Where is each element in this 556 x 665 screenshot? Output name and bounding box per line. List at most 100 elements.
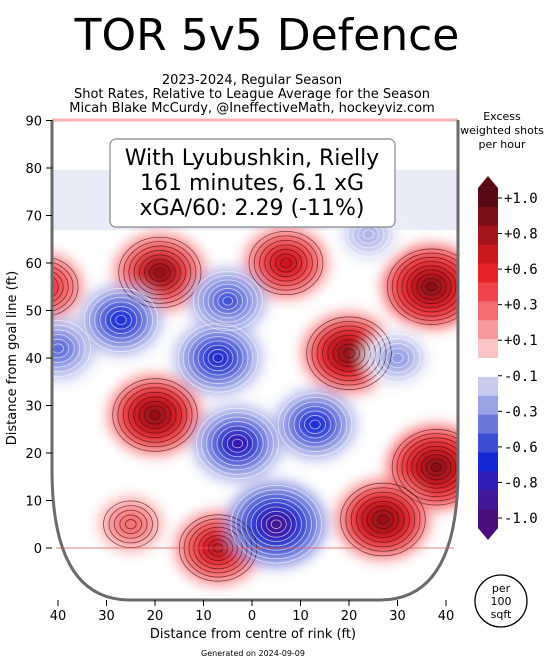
contour-ring [371, 510, 394, 529]
contour-ring [306, 316, 392, 390]
contour-ring [298, 410, 332, 439]
contour-ring [83, 287, 159, 353]
contour-ring [226, 434, 249, 453]
contour-ring [212, 287, 243, 315]
contour-ring [366, 505, 400, 534]
y-tick-label: 20 [25, 447, 42, 462]
contour-ring [421, 277, 442, 296]
contour-ring [274, 253, 297, 273]
contour-ring [52, 329, 81, 368]
contour-ring [304, 415, 327, 434]
contour-ring [416, 450, 457, 485]
contour-ring [380, 343, 415, 373]
contour-ring [197, 340, 239, 376]
contour-ring [149, 410, 161, 420]
contour-ring [195, 407, 280, 480]
colorbar-swatch [478, 471, 498, 491]
contour-ring [138, 400, 172, 430]
x-tick-label: 20 [341, 609, 358, 624]
contour-ring [212, 353, 224, 363]
contour-ring [385, 347, 410, 369]
contour-ring [124, 519, 137, 530]
contour-ring [52, 260, 74, 313]
contour-ring [345, 487, 421, 552]
contour-ring [396, 433, 458, 502]
contour-ring [138, 254, 181, 291]
contour-ring [293, 406, 337, 443]
contour-ring [230, 484, 323, 564]
colorbar-swatch [478, 206, 498, 227]
info-box-line-1: With Lyubushkin, Rielly [125, 146, 379, 171]
contour-ring [250, 502, 302, 547]
contour-ring [133, 250, 186, 295]
colorbar-swatch [478, 282, 498, 302]
contour-ring [309, 419, 321, 430]
contour-ring [426, 282, 437, 292]
colorbar-swatch [478, 263, 498, 283]
y-tick-label: 50 [25, 305, 42, 320]
colorbar: Excess weighted shots per hour +1.0+0.8+… [460, 110, 544, 540]
badge-line-3: sqft [491, 608, 512, 621]
contour-ring [401, 437, 458, 498]
contour-ring [386, 248, 458, 325]
colorbar-swatch [478, 301, 498, 321]
per-100-sqft-badge: per 100 sqft [474, 574, 528, 628]
footer-generated: Generated on 2024-09-09 [201, 649, 305, 658]
contour-ring [144, 405, 166, 425]
y-tick-label: 40 [25, 352, 42, 367]
contour-ring [52, 273, 59, 300]
y-axis: 0 10 20 30 40 50 60 70 80 90 [25, 115, 52, 557]
info-box-line-2: 161 minutes, 6.1 xG [140, 171, 364, 196]
colorbar-swatch [478, 188, 498, 208]
info-box-frame [109, 138, 396, 228]
contour-ring [114, 509, 148, 539]
contour-ring [269, 249, 303, 277]
hotspot-negative [363, 230, 374, 239]
contour-ring [231, 438, 243, 449]
colorbar-swatch [478, 320, 498, 340]
contour-ring [391, 429, 458, 506]
y-tick-label: 30 [25, 400, 42, 415]
contour-ring [368, 333, 427, 383]
colorbar-swatches [478, 176, 498, 540]
info-box-line-3: xGA/60: 2.29 (-11%) [140, 196, 365, 221]
rink-outline [50, 120, 460, 602]
contour-ring [270, 519, 282, 529]
contour-ring [248, 230, 324, 296]
contour-ring [216, 425, 259, 462]
contour-ring [52, 256, 79, 317]
x-axis: 40 30 20 10 0 10 20 30 40 [50, 600, 455, 624]
x-tick-label: 40 [438, 609, 455, 624]
y-tick-label: 60 [25, 257, 42, 272]
contour-ring [149, 263, 171, 282]
contour-ring [52, 320, 92, 377]
x-tick-label: 30 [98, 609, 115, 624]
contour-ring [52, 265, 69, 309]
contour-ring [377, 514, 389, 525]
y-tick-label: 80 [25, 162, 42, 177]
contour-ring [426, 458, 447, 477]
contour-ring [406, 441, 458, 493]
hotspot-positive [423, 279, 440, 294]
contour-ring [430, 462, 442, 472]
contour-ring [280, 258, 292, 268]
contour-ring [416, 273, 447, 300]
contour-ring [411, 445, 458, 489]
x-tick-label: 30 [389, 609, 406, 624]
contour-ring [52, 338, 70, 359]
contour-ring [119, 514, 143, 534]
contour-ring [350, 491, 416, 548]
contour-ring [207, 283, 248, 319]
colorbar-tick-label: +0.8 [504, 227, 538, 243]
hotspot-layer [52, 207, 458, 586]
colorbar-swatch [478, 376, 498, 397]
contour-ring [221, 429, 254, 458]
contour-ring [260, 510, 292, 538]
contour-ring [52, 269, 64, 305]
colorbar-swatch [478, 433, 498, 453]
contour-ring [391, 252, 458, 321]
contour-ring [123, 241, 197, 304]
y-tick-label: 90 [25, 115, 42, 130]
contour-ring [411, 269, 452, 304]
